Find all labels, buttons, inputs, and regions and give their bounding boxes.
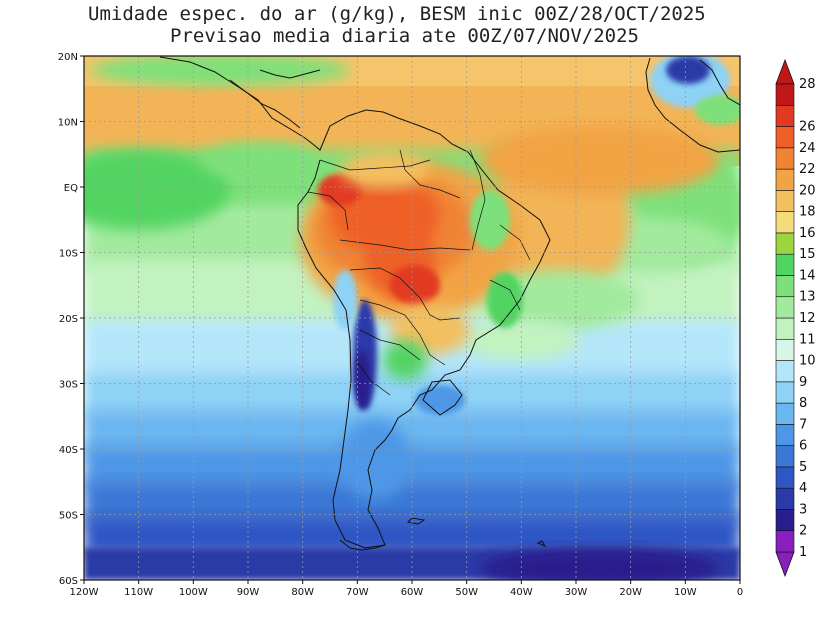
colorbar-box bbox=[775, 530, 795, 553]
lon-tick-label: 40W bbox=[510, 587, 533, 598]
colorbar-box bbox=[775, 126, 795, 149]
colorbar-box bbox=[775, 147, 795, 170]
colorbar-label: 13 bbox=[799, 290, 816, 305]
lon-tick-label: 80W bbox=[291, 587, 314, 598]
colorbar-box bbox=[775, 381, 795, 404]
colorbar-box bbox=[775, 338, 795, 361]
colorbar-box bbox=[775, 104, 795, 127]
colorbar-box bbox=[775, 232, 795, 255]
colorbar-box bbox=[775, 190, 795, 212]
lat-tick-label: 10N bbox=[58, 118, 78, 129]
lat-tick-label: 30S bbox=[59, 380, 78, 391]
colorbar-box bbox=[775, 275, 795, 298]
lon-tick-label: 110W bbox=[124, 587, 153, 598]
colorbar-box bbox=[775, 424, 795, 446]
colorbar-box bbox=[775, 253, 795, 276]
lon-tick-label: 10W bbox=[674, 587, 697, 598]
lat-tick-label: 60S bbox=[59, 576, 78, 587]
colorbar-label: 22 bbox=[799, 162, 816, 177]
lon-tick-label: 70W bbox=[346, 587, 369, 598]
colorbar-label: 7 bbox=[799, 417, 807, 432]
lat-tick-label: 20N bbox=[58, 52, 78, 63]
lon-tick-label: 50W bbox=[455, 587, 478, 598]
colorbar-label: 11 bbox=[799, 332, 816, 347]
colorbar-label: 8 bbox=[799, 396, 807, 411]
colorbar-label: 3 bbox=[799, 502, 807, 517]
lon-tick-label: 90W bbox=[237, 587, 260, 598]
longitude-labels: 120W 110W 100W 90W 80W 70W 60W 50W 40W 30W 20W 10W 0 bbox=[70, 587, 744, 598]
lat-tick-label: 20S bbox=[59, 314, 78, 325]
colorbar-label: 5 bbox=[799, 460, 807, 475]
colorbar-label: 18 bbox=[799, 205, 816, 220]
colorbar-label: 2 bbox=[799, 524, 807, 539]
coastlines bbox=[159, 56, 740, 551]
colorbar-label: 16 bbox=[799, 226, 816, 241]
colorbar-box bbox=[775, 509, 795, 532]
colorbar-label: 9 bbox=[799, 375, 807, 390]
map-subtitle: Previsao media diaria ate 00Z/07/NOV/202… bbox=[170, 25, 639, 47]
lat-tick-label: 10S bbox=[59, 249, 78, 260]
colorbar-label: 1 bbox=[799, 545, 807, 560]
plot-frame bbox=[83, 55, 741, 581]
colorbar-box bbox=[775, 466, 795, 489]
lat-tick-label: 40S bbox=[59, 445, 78, 456]
lon-tick-label: 120W bbox=[70, 587, 99, 598]
colorbar-max-arrow bbox=[775, 58, 795, 85]
colorbar-label: 24 bbox=[799, 141, 816, 156]
colorbar-label: 4 bbox=[799, 481, 807, 496]
lon-tick-label: 20W bbox=[619, 587, 642, 598]
colorbar-box bbox=[775, 211, 795, 234]
colorbar-box bbox=[775, 317, 795, 340]
colorbar-label: 6 bbox=[799, 439, 807, 454]
colorbar-label: 20 bbox=[799, 183, 816, 198]
lat-tick-label: EQ bbox=[64, 183, 78, 194]
lon-tick-label: 30W bbox=[565, 587, 588, 598]
colorbar-box bbox=[775, 83, 795, 106]
colorbar-box bbox=[775, 487, 795, 510]
lon-tick-label: 0 bbox=[737, 587, 743, 598]
lon-tick-label: 60W bbox=[401, 587, 424, 598]
colorbar-label: 28 bbox=[799, 77, 816, 92]
humidity-field bbox=[84, 56, 740, 580]
latitude-labels: 20N 10N EQ 10S 20S 30S 40S 50S 60S bbox=[58, 52, 78, 587]
colorbar-min-arrow bbox=[775, 551, 795, 578]
colorbar-label: 14 bbox=[799, 268, 816, 283]
colorbar-label: 26 bbox=[799, 120, 816, 135]
colorbar-box bbox=[775, 402, 795, 425]
colorbar-box bbox=[775, 168, 795, 191]
colorbar-label: 15 bbox=[799, 247, 816, 262]
lat-tick-label: 50S bbox=[59, 511, 78, 522]
country-borders bbox=[307, 149, 531, 396]
graticule bbox=[80, 55, 741, 584]
colorbar-box bbox=[775, 445, 795, 468]
colorbar-box bbox=[775, 360, 795, 383]
map-title: Umidade espec. do ar (g/kg), BESM inic 0… bbox=[88, 3, 706, 25]
colorbar-label: 12 bbox=[799, 311, 816, 326]
lon-tick-label: 100W bbox=[179, 587, 208, 598]
colorbar-label: 10 bbox=[799, 354, 816, 369]
colorbar-box bbox=[775, 296, 795, 319]
